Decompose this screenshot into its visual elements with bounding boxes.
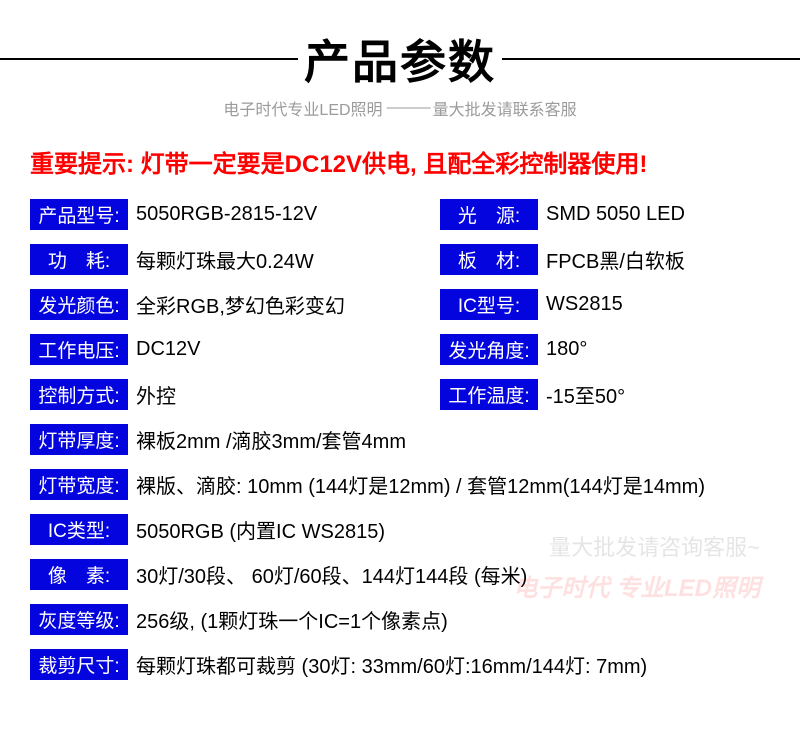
spec-value: 30灯/30段、 60灯/60段、144灯144段 (每米): [128, 560, 527, 589]
subtitle: 电子时代专业LED照明 ——— 量大批发请联系客服: [0, 96, 800, 120]
spec-label: 板 材:: [440, 244, 538, 275]
spec-value: 全彩RGB,梦幻色彩变幻: [128, 290, 345, 319]
spec-row: 灯带厚度: 裸板2mm /滴胶3mm/套管4mm: [30, 424, 770, 455]
spec-value: -15至50°: [538, 380, 625, 409]
warning-prefix: 重要提示:: [30, 151, 134, 178]
spec-label: IC型号:: [440, 289, 538, 320]
spec-label: 灰度等级:: [30, 604, 128, 635]
spec-ic-model: IC型号: WS2815: [440, 289, 623, 320]
subtitle-dash: ———: [383, 99, 433, 117]
spec-label: 产品型号:: [30, 199, 128, 230]
spec-label: 灯带厚度:: [30, 424, 128, 455]
page-title: 产品参数: [298, 26, 502, 92]
spec-value: 256级, (1颗灯珠一个IC=1个像素点): [128, 605, 448, 634]
spec-voltage: 工作电压: DC12V: [30, 334, 440, 365]
spec-row: 工作电压: DC12V 发光角度: 180°: [30, 334, 770, 365]
spec-label: 灯带宽度:: [30, 469, 128, 500]
spec-color: 发光颜色: 全彩RGB,梦幻色彩变幻: [30, 289, 440, 320]
subtitle-left: 电子时代专业LED照明: [223, 96, 382, 120]
spec-value: DC12V: [128, 338, 200, 361]
spec-value: 5050RGB-2815-12V: [128, 203, 317, 226]
spec-row: 像 素: 30灯/30段、 60灯/60段、144灯144段 (每米): [30, 559, 770, 590]
spec-label: 裁剪尺寸:: [30, 649, 128, 680]
spec-label: 像 素:: [30, 559, 128, 590]
spec-control: 控制方式: 外控: [30, 379, 440, 410]
spec-row: 裁剪尺寸: 每颗灯珠都可裁剪 (30灯: 33mm/60灯:16mm/144灯:…: [30, 649, 770, 680]
spec-model: 产品型号: 5050RGB-2815-12V: [30, 199, 440, 230]
spec-label: 功 耗:: [30, 244, 128, 275]
header: 产品参数 电子时代专业LED照明 ——— 量大批发请联系客服: [0, 0, 800, 120]
spec-width: 灯带宽度: 裸版、滴胶: 10mm (144灯是12mm) / 套管12mm(1…: [30, 469, 705, 500]
spec-value: 每颗灯珠都可裁剪 (30灯: 33mm/60灯:16mm/144灯: 7mm): [128, 650, 647, 679]
spec-value: FPCB黑/白软板: [538, 245, 685, 274]
spec-label: 发光角度:: [440, 334, 538, 365]
spec-row: 控制方式: 外控 工作温度: -15至50°: [30, 379, 770, 410]
spec-pixels: 像 素: 30灯/30段、 60灯/60段、144灯144段 (每米): [30, 559, 527, 590]
divider-right: [502, 58, 800, 60]
spec-label: 工作温度:: [440, 379, 538, 410]
spec-row: 灰度等级: 256级, (1颗灯珠一个IC=1个像素点): [30, 604, 770, 635]
spec-value: 裸版、滴胶: 10mm (144灯是12mm) / 套管12mm(144灯是14…: [128, 470, 705, 499]
spec-board: 板 材: FPCB黑/白软板: [440, 244, 685, 275]
divider-left: [0, 58, 298, 60]
spec-value: SMD 5050 LED: [538, 203, 685, 226]
spec-ic-type: IC类型: 5050RGB (内置IC WS2815): [30, 514, 385, 545]
spec-label: 工作电压:: [30, 334, 128, 365]
spec-row: IC类型: 5050RGB (内置IC WS2815): [30, 514, 770, 545]
spec-row: 产品型号: 5050RGB-2815-12V 光 源: SMD 5050 LED: [30, 199, 770, 230]
spec-power: 功 耗: 每颗灯珠最大0.24W: [30, 244, 440, 275]
spec-value: 180°: [538, 338, 587, 361]
spec-label: 光 源:: [440, 199, 538, 230]
subtitle-right: 量大批发请联系客服: [433, 96, 577, 120]
spec-light-source: 光 源: SMD 5050 LED: [440, 199, 685, 230]
spec-value: 裸板2mm /滴胶3mm/套管4mm: [128, 425, 406, 454]
warning-notice: 重要提示: 灯带一定要是DC12V供电, 且配全彩控制器使用!: [0, 120, 800, 189]
spec-table: 产品型号: 5050RGB-2815-12V 光 源: SMD 5050 LED…: [0, 189, 800, 680]
spec-angle: 发光角度: 180°: [440, 334, 587, 365]
spec-cut: 裁剪尺寸: 每颗灯珠都可裁剪 (30灯: 33mm/60灯:16mm/144灯:…: [30, 649, 647, 680]
spec-label: IC类型:: [30, 514, 128, 545]
title-row: 产品参数: [0, 26, 800, 92]
spec-temp: 工作温度: -15至50°: [440, 379, 625, 410]
spec-value: 外控: [128, 380, 176, 409]
spec-label: 控制方式:: [30, 379, 128, 410]
warning-text: 灯带一定要是DC12V供电, 且配全彩控制器使用!: [134, 151, 647, 178]
spec-thickness: 灯带厚度: 裸板2mm /滴胶3mm/套管4mm: [30, 424, 406, 455]
spec-value: 每颗灯珠最大0.24W: [128, 245, 314, 274]
spec-value: 5050RGB (内置IC WS2815): [128, 515, 385, 544]
spec-row: 功 耗: 每颗灯珠最大0.24W 板 材: FPCB黑/白软板: [30, 244, 770, 275]
spec-gray: 灰度等级: 256级, (1颗灯珠一个IC=1个像素点): [30, 604, 448, 635]
spec-label: 发光颜色:: [30, 289, 128, 320]
spec-row: 发光颜色: 全彩RGB,梦幻色彩变幻 IC型号: WS2815: [30, 289, 770, 320]
spec-value: WS2815: [538, 293, 623, 316]
spec-row: 灯带宽度: 裸版、滴胶: 10mm (144灯是12mm) / 套管12mm(1…: [30, 469, 770, 500]
